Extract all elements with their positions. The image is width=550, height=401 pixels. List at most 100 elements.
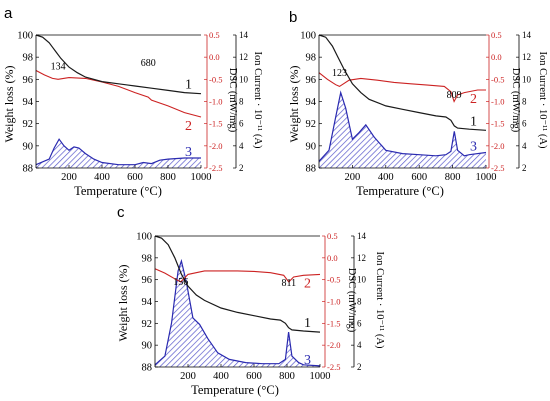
curve-label: 2 bbox=[470, 92, 477, 107]
ion-tick-label: 2 bbox=[357, 362, 362, 372]
ion-tick-label: 12 bbox=[239, 52, 248, 62]
x-axis-title: Temperature (°C) bbox=[74, 184, 162, 198]
left-axis-title: Weight loss (%) bbox=[287, 65, 301, 142]
ion-current-area bbox=[36, 139, 201, 168]
left-tick-label: 92 bbox=[23, 119, 34, 130]
ion-tick-label: 12 bbox=[357, 253, 366, 263]
x-tick-label: 600 bbox=[246, 371, 262, 382]
dsc-tick-label: -0.5 bbox=[327, 275, 340, 285]
weight-loss-line bbox=[318, 34, 487, 131]
left-tick-label: 94 bbox=[142, 297, 153, 308]
panel-label: a bbox=[4, 5, 13, 22]
dsc-tick-label: 0.0 bbox=[209, 52, 220, 62]
curve-label: 1 bbox=[185, 78, 192, 93]
x-tick-label: 400 bbox=[94, 172, 110, 183]
left-tick-label: 98 bbox=[142, 253, 153, 264]
right-axis-2-title: Ion Current · 10⁻¹¹ (A) bbox=[374, 252, 385, 349]
ion-tick-label: 4 bbox=[522, 141, 527, 151]
panel-c: c Weight loss (%) DSC (mW/mg) Ion Curren… bbox=[116, 204, 385, 397]
curve-label: 1 bbox=[304, 316, 311, 331]
ion-tick-label: 6 bbox=[357, 318, 362, 328]
right-axis-2-title: Ion Current · 10⁻¹¹ (A) bbox=[252, 52, 263, 149]
x-tick-label: 200 bbox=[345, 172, 361, 183]
left-tick-label: 94 bbox=[306, 97, 317, 108]
dsc-tick-label: -2.5 bbox=[327, 362, 340, 372]
ion-tick-label: 8 bbox=[239, 97, 244, 107]
ion-tick-label: 2 bbox=[239, 163, 244, 173]
ion-tick-label: 12 bbox=[522, 52, 531, 62]
dsc-line bbox=[35, 70, 202, 118]
left-tick-label: 90 bbox=[23, 141, 34, 152]
dsc-line bbox=[318, 72, 486, 103]
x-tick-label: 200 bbox=[61, 172, 77, 183]
x-tick-label: 400 bbox=[378, 172, 394, 183]
left-tick-label: 98 bbox=[23, 53, 34, 64]
curve-label: 1 bbox=[470, 114, 477, 129]
plot-body: 200 400 600 800 1000 88 90 92 94 96 98 100 -2.5 -2.0 -… bbox=[17, 30, 248, 183]
ion-tick-label: 6 bbox=[239, 119, 244, 129]
ion-current-line bbox=[318, 90, 487, 162]
dsc-tick-label: -1.0 bbox=[209, 97, 222, 107]
left-tick-label: 100 bbox=[300, 31, 316, 42]
left-tick-label: 100 bbox=[17, 31, 33, 42]
dsc-tick-label: -2.0 bbox=[209, 141, 222, 151]
ion-tick-label: 4 bbox=[239, 141, 244, 151]
left-tick-label: 92 bbox=[142, 319, 153, 330]
left-tick-label: 88 bbox=[142, 363, 153, 374]
x-tick-label: 800 bbox=[445, 172, 461, 183]
x-axis-title: Temperature (°C) bbox=[191, 383, 279, 397]
left-axis-title: Weight loss (%) bbox=[116, 264, 130, 341]
dsc-tick-label: 0.5 bbox=[209, 30, 220, 40]
dsc-tick-label: -1.0 bbox=[327, 297, 340, 307]
ion-tick-label: 10 bbox=[357, 275, 367, 285]
curve-label: 3 bbox=[185, 145, 192, 160]
dsc-tick-label: 0.5 bbox=[327, 231, 338, 241]
x-tick-label: 1000 bbox=[191, 172, 212, 183]
peak-annotation: 680 bbox=[141, 58, 156, 69]
ion-tick-label: 14 bbox=[239, 30, 249, 40]
plot-body: 200 400 600 800 1000 88 90 92 94 96 98 100 -2.5 -2.0 -… bbox=[136, 231, 366, 382]
ion-tick-label: 10 bbox=[522, 74, 532, 84]
left-axis-title: Weight loss (%) bbox=[2, 65, 16, 142]
left-tick-label: 90 bbox=[306, 141, 317, 152]
curve-label: 3 bbox=[470, 139, 477, 154]
dsc-tick-label: -1.5 bbox=[209, 119, 222, 129]
panel-label: b bbox=[289, 9, 297, 26]
x-tick-label: 600 bbox=[127, 172, 143, 183]
ion-tick-label: 2 bbox=[522, 163, 527, 173]
dsc-tick-label: 0.0 bbox=[327, 253, 338, 263]
panel-a: a Weight loss (%) DSC (mW/mg) Ion Curren… bbox=[2, 5, 263, 198]
left-tick-label: 96 bbox=[23, 75, 34, 86]
left-tick-label: 96 bbox=[142, 275, 153, 286]
ion-tick-label: 14 bbox=[357, 231, 367, 241]
dsc-tick-label: 0.5 bbox=[491, 30, 502, 40]
ion-tick-label: 14 bbox=[522, 30, 532, 40]
x-tick-label: 1000 bbox=[310, 371, 331, 382]
right-axis-1-title: DSC (mW/mg) bbox=[227, 68, 238, 133]
left-tick-label: 88 bbox=[306, 164, 317, 175]
x-tick-label: 400 bbox=[213, 371, 229, 382]
dsc-tick-label: 0.0 bbox=[491, 52, 502, 62]
dsc-tick-label: -2.0 bbox=[491, 141, 504, 151]
ion-tick-label: 6 bbox=[522, 119, 527, 129]
dsc-tick-label: -0.5 bbox=[209, 74, 222, 84]
left-tick-label: 90 bbox=[142, 341, 153, 352]
dsc-tick-label: -1.5 bbox=[491, 119, 504, 129]
plot-body: 200 400 600 800 1000 88 90 92 94 96 98 100 -2.5 -2.0 -… bbox=[300, 30, 531, 183]
ion-tick-label: 4 bbox=[357, 340, 362, 350]
ion-current-line bbox=[154, 258, 321, 367]
ion-tick-label: 8 bbox=[522, 97, 527, 107]
peak-annotation: 809 bbox=[447, 90, 462, 101]
weight-loss-line bbox=[154, 235, 321, 333]
panel-b: b Weight loss (%) DSC (mW/mg) Ion Curren… bbox=[287, 9, 548, 198]
peak-annotation: 811 bbox=[281, 278, 296, 289]
curve-label: 3 bbox=[304, 353, 311, 368]
ion-current-line bbox=[35, 138, 201, 166]
left-tick-label: 92 bbox=[306, 119, 317, 130]
right-axis-1-title: DSC (mW/mg) bbox=[510, 68, 521, 133]
dsc-tick-label: -0.5 bbox=[491, 74, 504, 84]
right-axis-2-title: Ion Current · 10⁻¹¹ (A) bbox=[537, 52, 548, 149]
curve-label: 2 bbox=[304, 276, 311, 291]
peak-annotation: 134 bbox=[51, 61, 66, 72]
